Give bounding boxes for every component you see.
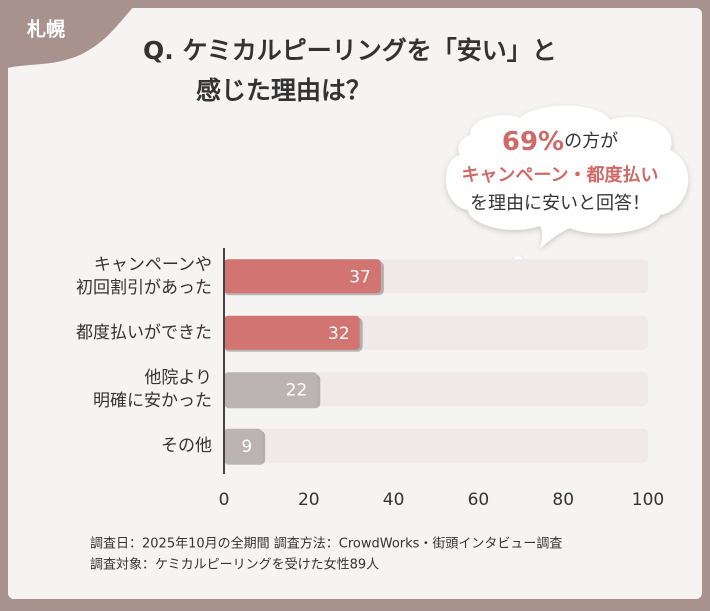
y-tick-label: 他院より [144,368,212,388]
title: Q. ケミカルピーリングを「安い」と [143,36,557,65]
x-tick-label: 20 [298,490,320,510]
y-tick-label: その他 [161,436,212,456]
x-tick-label: 80 [552,490,574,510]
annotation-text: の方が [564,131,618,152]
title: 感じた理由は？ [196,76,371,105]
y-tick-label: 明確に安かった [93,391,212,411]
x-tick-label: 40 [383,490,405,510]
annotation-text: を理由に安いと回答！ [470,193,650,214]
annotation-text: キャンペーン・都度払い [461,164,658,186]
y-tick-label: 都度払いができた [76,323,212,343]
track [224,428,648,463]
bar [224,315,360,350]
annotation: 69%の方が [502,127,618,157]
note: 調査対象：ケミカルピーリングを受けた女性89人 [90,557,379,573]
speech-bubble [445,105,689,248]
x-tick-label: 100 [632,490,664,510]
note: 調査日：2025年10月の全期間 調査方法：CrowdWorks・街頭インタビュ… [90,536,562,552]
x-tick-label: 60 [468,490,490,510]
value-label: 22 [286,380,308,400]
annotation-highlight: 69% [502,127,564,157]
x-tick-label: 0 [219,490,230,510]
value-label: 37 [349,267,371,287]
bar [224,259,381,294]
y-tick-label: 初回割引があった [76,278,212,298]
value-label: 9 [241,437,252,457]
track [224,372,648,407]
bar [224,372,318,407]
value-label: 32 [328,324,350,344]
y-tick-label: キャンペーンや [94,255,212,275]
tag: 札幌 [26,18,65,41]
bar [224,428,263,463]
tag-bg [0,0,140,70]
